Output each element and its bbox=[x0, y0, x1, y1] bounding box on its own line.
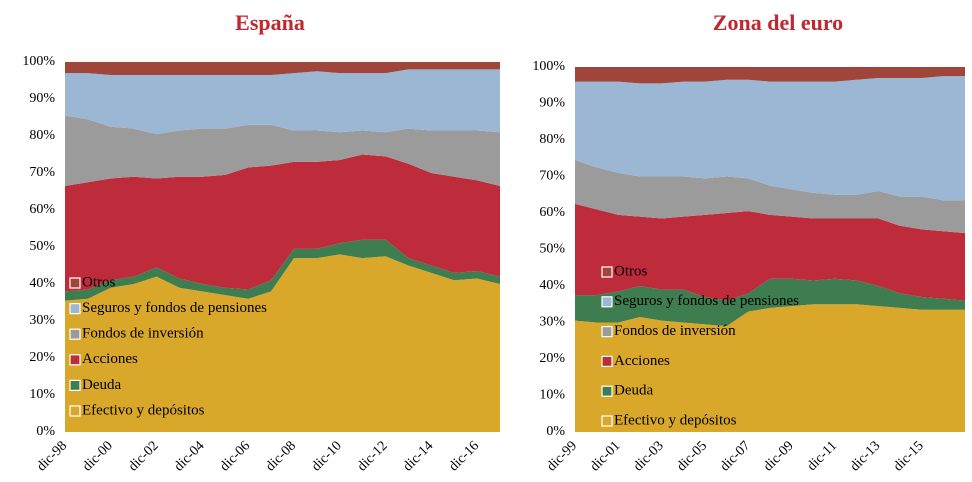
y-tick-label: 90% bbox=[29, 91, 55, 106]
y-tick-label: 10% bbox=[29, 387, 55, 402]
area bbox=[575, 304, 965, 432]
legend-label: Acciones bbox=[82, 351, 138, 367]
area bbox=[65, 254, 500, 432]
y-tick-label: 70% bbox=[539, 169, 565, 184]
y-tick-label: 20% bbox=[539, 351, 565, 366]
legend-label: Efectivo y depósitos bbox=[82, 402, 205, 418]
x-tick-label: dic-14 bbox=[401, 438, 437, 474]
legend-label: Otros bbox=[82, 274, 115, 290]
area bbox=[575, 278, 965, 327]
legend-label: Seguros y fondos de pensiones bbox=[614, 293, 799, 309]
legend-label: Deuda bbox=[82, 377, 121, 393]
y-tick-label: 0% bbox=[36, 424, 55, 439]
legend-swatch bbox=[601, 296, 613, 308]
legend-swatch bbox=[69, 354, 81, 366]
x-tick-label: dic-11 bbox=[805, 438, 841, 474]
legend-label: Seguros y fondos de pensiones bbox=[82, 300, 267, 316]
y-tick-label: 100% bbox=[532, 59, 565, 74]
area bbox=[575, 160, 965, 234]
legend-swatch bbox=[601, 326, 613, 338]
legend-swatch bbox=[69, 379, 81, 391]
x-tick-label: dic-13 bbox=[848, 438, 884, 474]
x-tick-label: dic-06 bbox=[217, 438, 253, 474]
y-tick-label: 80% bbox=[29, 128, 55, 143]
x-tick-label: dic-07 bbox=[718, 438, 754, 474]
x-tick-label: dic-10 bbox=[309, 438, 345, 474]
x-tick-label: dic-04 bbox=[172, 438, 208, 474]
y-tick-label: 20% bbox=[29, 350, 55, 365]
x-tick-label: dic-05 bbox=[674, 438, 710, 474]
legend-swatch bbox=[601, 266, 613, 278]
legend-label: Fondos de inversión bbox=[614, 323, 736, 339]
x-tick-label: dic-16 bbox=[446, 438, 482, 474]
area bbox=[575, 67, 965, 84]
y-tick-label: 40% bbox=[539, 278, 565, 293]
x-tick-label: dic-01 bbox=[588, 438, 624, 474]
legend-swatch bbox=[69, 303, 81, 315]
legend-label: Acciones bbox=[614, 353, 670, 369]
area bbox=[65, 62, 500, 75]
legend-label: Deuda bbox=[614, 383, 653, 399]
y-tick-label: 90% bbox=[539, 96, 565, 111]
legend-swatch bbox=[69, 277, 81, 289]
legend-label: Otros bbox=[614, 263, 647, 279]
y-tick-label: 100% bbox=[22, 54, 55, 69]
area bbox=[65, 69, 500, 135]
legend-swatch bbox=[69, 405, 81, 417]
y-tick-label: 30% bbox=[29, 313, 55, 328]
x-tick-label: dic-02 bbox=[126, 438, 162, 474]
x-tick-label: dic-98 bbox=[34, 438, 70, 474]
legend-label: Fondos de inversión bbox=[82, 326, 204, 342]
x-tick-label: dic-00 bbox=[80, 438, 116, 474]
area bbox=[575, 203, 965, 301]
chart-title: España bbox=[235, 10, 305, 35]
x-tick-label: dic-08 bbox=[263, 438, 299, 474]
y-tick-label: 40% bbox=[29, 276, 55, 291]
y-tick-label: 50% bbox=[29, 239, 55, 254]
y-tick-label: 70% bbox=[29, 165, 55, 180]
legend-swatch bbox=[69, 328, 81, 340]
x-tick-label: dic-99 bbox=[544, 438, 580, 474]
legend-swatch bbox=[601, 385, 613, 397]
legend-label: Efectivo y depósitos bbox=[614, 412, 737, 428]
area bbox=[65, 154, 500, 292]
x-tick-label: dic-12 bbox=[355, 438, 391, 474]
x-tick-label: dic-15 bbox=[891, 438, 927, 474]
area bbox=[65, 115, 500, 186]
y-tick-label: 60% bbox=[29, 202, 55, 217]
y-tick-label: 30% bbox=[539, 315, 565, 330]
y-tick-label: 60% bbox=[539, 205, 565, 220]
area bbox=[65, 239, 500, 301]
x-tick-label: dic-03 bbox=[631, 438, 667, 474]
y-tick-label: 50% bbox=[539, 242, 565, 257]
chart-title: Zona del euro bbox=[713, 10, 843, 35]
legend-swatch bbox=[601, 415, 613, 427]
y-tick-label: 80% bbox=[539, 132, 565, 147]
y-tick-label: 0% bbox=[546, 424, 565, 439]
x-tick-label: dic-09 bbox=[761, 438, 797, 474]
legend-swatch bbox=[601, 355, 613, 367]
y-tick-label: 10% bbox=[539, 388, 565, 403]
area bbox=[575, 76, 965, 201]
